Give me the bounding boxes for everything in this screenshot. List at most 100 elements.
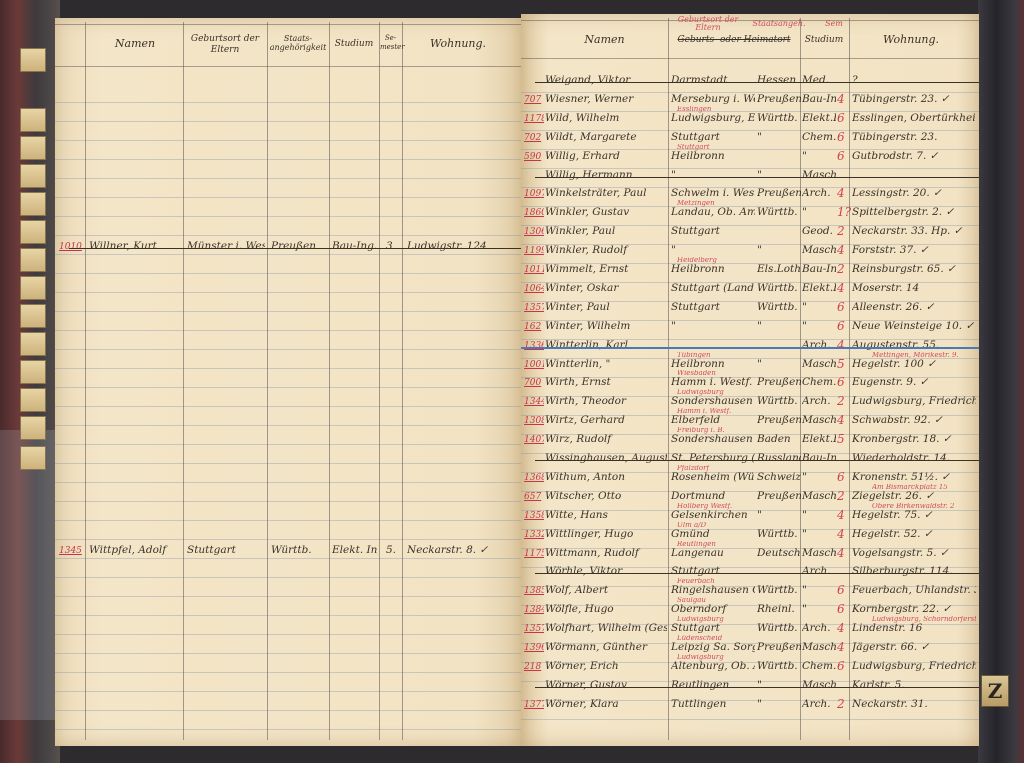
ledger-entry: 1097Winkelsträter, Paul Schwelm i. Westf.… [521,184,979,203]
nationality: Württb. [757,585,798,597]
student-name: Withum, Anton [545,471,625,483]
entry-number: 1306 [524,227,544,238]
entry-number: 1368 [524,472,544,483]
header-address: Wohnung. [429,37,487,50]
column-divider [379,22,380,740]
semester: 6 [837,131,845,143]
semester: 4 [837,509,845,521]
nationality: " [757,358,762,370]
header-semester: Se-mester [380,34,405,51]
birthplace: Rosenheim (Württ. H. R.) [671,471,755,483]
ledger-entry: 590 Willig, Erhard Heilbronn Stuttgart " 6 Gut… [521,144,979,166]
entry-number: 1178 [524,113,544,124]
semester [837,75,851,86]
address: Neckarstr. 8. ✓ [407,545,489,556]
student-name: Winkler, Gustav [545,207,630,219]
index-tab[interactable] [20,332,46,356]
semester [837,453,851,464]
index-tab[interactable] [20,48,46,72]
ledger-entry: 702 Wildt, Margarete Stuttgart " Chem. 6 Tübin… [521,128,979,147]
semester: 6 [837,660,845,672]
address: Ziegelstr. 26. ✓ [852,490,935,502]
address: Tübingerstr. 23. [852,131,938,143]
field-of-study: Arch. [802,623,831,635]
semester: 4 [837,282,845,294]
tape-film [0,430,55,720]
student-name: Wintterlin, Karl [545,339,629,351]
entry-number: 657 [524,491,542,502]
student-name: Wintterlin, " [545,358,611,370]
column-divider [402,22,403,740]
index-tab[interactable] [20,164,46,188]
semester: 4 [837,415,845,427]
field-of-study: Masch.Ing. [802,245,836,257]
entry-number: 218 [524,661,542,672]
field-of-study: Masch.Ing. [802,415,836,427]
birthplace: Gmünd [671,528,710,540]
field-of-study: " [802,604,807,616]
birthplace: Tuttlingen [671,698,727,710]
index-tab[interactable] [20,360,46,384]
index-tab[interactable] [20,108,46,132]
birthplace: Dortmund [671,490,726,502]
birthplace-correction: Metzingen [677,200,715,208]
birthplace-correction: Esslingen [677,105,712,113]
student-name: Wissinghausen, August [545,453,667,464]
column-divider [267,22,268,740]
birthplace: Heilbronn [671,150,725,162]
birthplace: Gelsenkirchen [671,509,748,521]
birthplace: Sondershausen [671,434,753,446]
semester: 1? [837,207,851,219]
field-of-study: Chem. [802,660,836,672]
header-bottom-line [521,58,979,59]
header-birthplace: Geburtsort der Eltern [190,34,260,55]
semester: 2 [837,226,845,238]
birthplace: Reutlingen [671,679,730,691]
address: Lindenstr. 16 [852,623,923,635]
birthplace: Münster i. Westf. [187,241,265,252]
index-tab[interactable] [20,192,46,216]
index-tab[interactable] [20,220,46,244]
ledger-entry: 1357Wolfhart, Wilhelm (Gesch.)StuttgartL… [521,616,979,638]
field-of-study: Masch. [802,547,836,559]
header-birthplace: Geburts- oder Heimatort [677,35,791,45]
index-tab[interactable] [20,446,46,470]
nationality: Preußen [757,188,801,200]
field-of-study: Elekt.Ing. [802,112,836,124]
semester [837,566,851,577]
address-correction: Mettingen, Mörikestr. 9. [872,351,959,359]
entry-number: 1336 [524,340,544,351]
birthplace-correction: Freiburg i. B. [677,427,725,435]
entry-number: 1011 [524,265,544,275]
index-tab[interactable] [20,136,46,160]
index-tab[interactable] [20,248,46,272]
index-tab[interactable] [20,416,46,440]
nationality: Schweiz [757,471,801,483]
address: ? [852,75,858,86]
birthplace: Stuttgart [671,566,720,578]
nationality: " [757,679,762,691]
index-tab-z[interactable]: Z [981,675,1009,707]
nationality: Preußen [757,415,801,427]
field-of-study: Chem. [802,377,836,389]
index-tab[interactable] [20,304,46,328]
nationality: " [757,320,762,332]
birthplace-correction: Feuerbach [677,578,715,586]
field-of-study: Elekt.Ing. [802,434,836,446]
index-tab[interactable] [20,388,46,412]
birthplace: Oberndorf [671,604,727,616]
index-tab[interactable] [20,276,46,300]
nationality [757,340,801,351]
birthplace: Stuttgart [671,131,720,143]
header-name: Namen [114,37,156,50]
semester: 3 [386,241,393,252]
semester: 4 [837,93,845,105]
student-name: Winter, Wilhelm [545,320,631,332]
entry-number: 590 [524,151,542,162]
semester: 4 [837,547,845,559]
student-name: Wirth, Ernst [545,377,611,389]
address: Esslingen, Obertürkheim 47. ✓ [852,112,976,124]
